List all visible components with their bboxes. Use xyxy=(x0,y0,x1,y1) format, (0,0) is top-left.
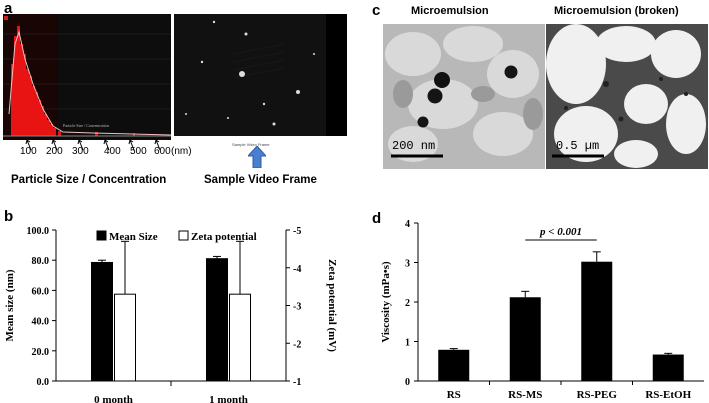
legend-swatch-mean-size xyxy=(96,230,107,241)
y-tick-label-left: 60.0 xyxy=(32,286,50,297)
y-tick-label: 4 xyxy=(405,219,410,230)
video-frame-mini-label: Sample Video Frame xyxy=(232,142,270,147)
chart-d-viscosity: 0 1 2 3 4 RS RS-MS RS-PEG RS-EtOH p < 0.001 Viscos… xyxy=(380,219,704,401)
size-unit: (nm) xyxy=(171,146,192,157)
size-tick-100: 100 xyxy=(20,146,37,157)
video-frame-image xyxy=(174,14,347,136)
y-tick-label-left: 20.0 xyxy=(32,347,50,358)
size-tick-300: 300 xyxy=(72,146,89,157)
size-tick-600: 600 xyxy=(154,146,171,157)
chart-b-size-zeta: 0.0 20.0 40.0 60.0 80.0 100.0 -1 -2 -3 -4 -5 0 mont… xyxy=(4,226,338,403)
bar-zeta-potential xyxy=(114,293,136,382)
scalebar-left-label: 200 nm xyxy=(392,139,436,153)
panel-a-letter: a xyxy=(4,0,13,17)
size-tick-500: 500 xyxy=(130,146,147,157)
size-tick-400: 400 xyxy=(104,146,121,157)
bar-viscosity xyxy=(581,261,613,381)
bar-viscosity xyxy=(509,297,541,381)
caption-video-frame: Sample Video Frame xyxy=(204,174,317,186)
bar-viscosity xyxy=(652,354,684,381)
caption-particle-size: Particle Size / Concentration xyxy=(11,174,167,186)
scalebar-right-label: 0.5 µm xyxy=(556,139,600,153)
y-tick-label-right: -5 xyxy=(293,226,301,237)
bar-viscosity xyxy=(438,349,470,381)
bar-mean-size xyxy=(206,258,228,382)
tem-title-right: Microemulsion (broken) xyxy=(554,5,679,17)
y-tick-label: 0 xyxy=(405,377,410,388)
x-tick-label: 1 month xyxy=(209,394,248,403)
significance-label: p < 0.001 xyxy=(539,226,582,238)
y-tick-label-right: -3 xyxy=(293,302,301,313)
histogram-mini-label: Particle Size / Concentration xyxy=(63,123,109,128)
x-tick-label: RS xyxy=(447,389,461,401)
x-tick-label: 0 month xyxy=(94,394,133,403)
y-tick-label-left: 100.0 xyxy=(27,226,50,237)
x-tick-label: RS-MS xyxy=(508,389,542,401)
x-tick-label: RS-PEG xyxy=(577,389,618,401)
legend-label-mean-size: Mean Size xyxy=(109,231,158,243)
y-axis-label-right: Zeta potential (mV) xyxy=(326,259,338,352)
panel-b-letter: b xyxy=(4,208,14,225)
y-tick-label-left: 40.0 xyxy=(32,317,50,328)
y-tick-label-right: -2 xyxy=(293,339,301,350)
size-histogram: Particle Size / Concentration xyxy=(3,14,171,140)
tem-image-broken xyxy=(546,24,708,169)
size-tick-200: 200 xyxy=(46,146,63,157)
y-tick-label: 3 xyxy=(405,259,410,270)
y-axis-label: Viscosity (mPa•s) xyxy=(380,261,392,343)
y-tick-label-right: -1 xyxy=(293,377,301,388)
bar-zeta-potential xyxy=(229,293,251,382)
y-tick-label: 1 xyxy=(405,338,410,349)
size-tick-arrows xyxy=(25,139,161,151)
x-tick-label: RS-EtOH xyxy=(645,389,691,401)
legend-swatch-zeta xyxy=(178,230,189,241)
legend-label-zeta: Zeta potential xyxy=(191,231,257,243)
y-tick-label-left: 0.0 xyxy=(37,377,50,388)
y-tick-label-right: -4 xyxy=(293,264,301,275)
up-arrow-icon xyxy=(248,146,266,168)
tem-title-left: Microemulsion xyxy=(411,5,489,17)
panel-d-letter: d xyxy=(372,210,382,227)
panel-c-letter: c xyxy=(372,2,381,19)
y-tick-label-left: 80.0 xyxy=(32,256,50,267)
tem-image-microemulsion xyxy=(383,24,545,169)
size-ticks: 100 200 300 400 500 600 (nm) xyxy=(0,146,200,160)
y-tick-label: 2 xyxy=(405,298,410,309)
bar-mean-size xyxy=(91,261,113,382)
y-axis-label-left: Mean size (nm) xyxy=(4,269,16,341)
